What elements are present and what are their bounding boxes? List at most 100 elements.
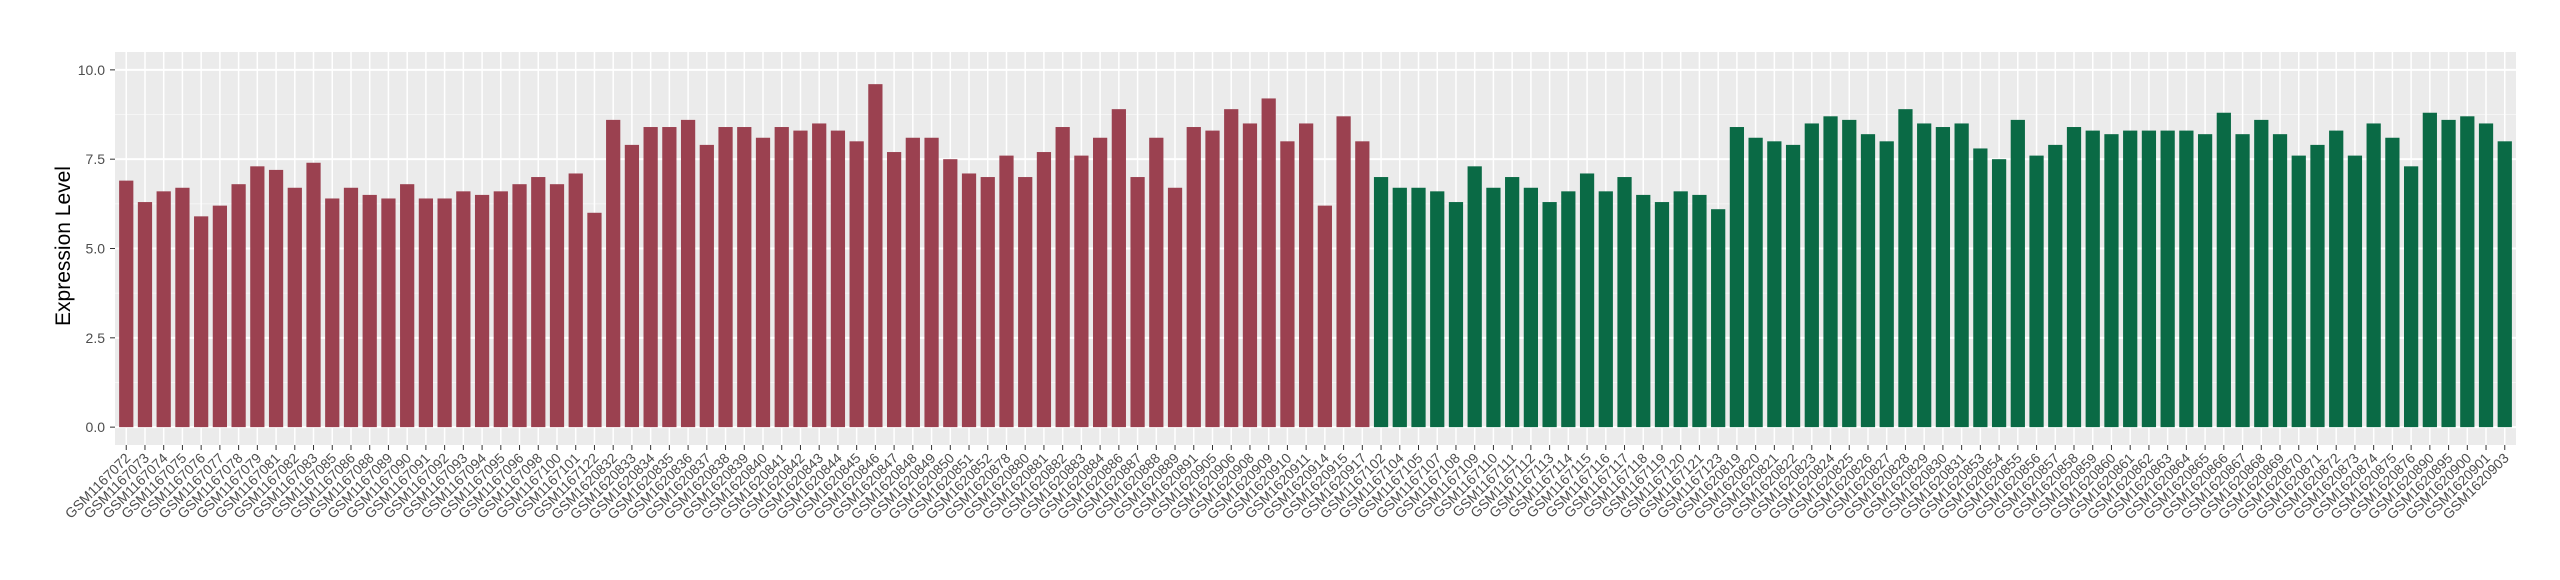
bar bbox=[1617, 177, 1632, 428]
bar bbox=[961, 173, 977, 428]
bar bbox=[1186, 127, 1201, 428]
bar bbox=[549, 184, 565, 428]
bar bbox=[886, 152, 902, 428]
bar bbox=[606, 119, 621, 428]
bar bbox=[437, 198, 452, 428]
bar bbox=[905, 137, 920, 428]
bar bbox=[755, 137, 771, 428]
bar bbox=[2235, 134, 2250, 428]
bar bbox=[1505, 177, 1520, 428]
bar bbox=[2460, 116, 2475, 428]
bar bbox=[1130, 177, 1145, 428]
bar bbox=[1018, 177, 1033, 428]
bar bbox=[2422, 112, 2437, 428]
bar bbox=[1935, 127, 1951, 428]
bar bbox=[943, 159, 958, 428]
bar bbox=[1280, 141, 1295, 428]
bar bbox=[1111, 109, 1126, 428]
bar bbox=[381, 198, 396, 428]
bar bbox=[568, 173, 583, 428]
bar bbox=[287, 187, 302, 428]
bar bbox=[212, 205, 227, 428]
bar bbox=[1093, 137, 1108, 428]
bar bbox=[1167, 187, 1183, 428]
bar bbox=[1767, 141, 1782, 428]
bar bbox=[156, 191, 171, 428]
bar bbox=[2179, 130, 2194, 428]
bar bbox=[999, 155, 1014, 428]
bar bbox=[175, 187, 190, 428]
bar bbox=[1542, 202, 1557, 428]
bar bbox=[1692, 194, 1707, 428]
bar bbox=[2123, 130, 2138, 428]
y-tick-label: 10.0 bbox=[78, 62, 105, 78]
bar bbox=[980, 177, 995, 428]
bar bbox=[1954, 123, 1969, 428]
bar bbox=[1636, 194, 1651, 428]
bar bbox=[624, 144, 640, 428]
bar bbox=[2478, 123, 2494, 428]
bar bbox=[1355, 141, 1370, 428]
bar bbox=[662, 127, 677, 428]
bar bbox=[1261, 98, 1276, 428]
y-tick-label: 5.0 bbox=[86, 241, 106, 257]
bar bbox=[268, 169, 284, 428]
bar bbox=[718, 127, 733, 428]
bar bbox=[1036, 152, 1052, 428]
bar bbox=[1898, 109, 1913, 428]
bar bbox=[1973, 148, 1988, 428]
bar bbox=[587, 212, 602, 428]
bar bbox=[418, 198, 434, 428]
bar bbox=[1448, 202, 1464, 428]
bar bbox=[1486, 187, 1501, 428]
bar bbox=[194, 216, 209, 428]
bar bbox=[1411, 187, 1426, 428]
bar bbox=[1729, 127, 1745, 428]
bar bbox=[2310, 144, 2325, 428]
bar bbox=[119, 180, 134, 428]
bar bbox=[1373, 177, 1389, 428]
bar bbox=[2254, 119, 2269, 428]
bar bbox=[400, 184, 415, 428]
bar bbox=[493, 191, 508, 428]
bar bbox=[1299, 123, 1314, 428]
bar bbox=[325, 198, 340, 428]
bar bbox=[1879, 141, 1894, 428]
bar bbox=[1823, 116, 1838, 428]
bar bbox=[306, 162, 321, 428]
bar bbox=[1748, 137, 1763, 428]
bar bbox=[2029, 155, 2044, 428]
bar bbox=[2404, 166, 2419, 428]
y-tick-label: 0.0 bbox=[86, 419, 106, 435]
bar bbox=[2216, 112, 2231, 428]
bar bbox=[2366, 123, 2381, 428]
bar bbox=[2272, 134, 2288, 428]
y-tick-label: 7.5 bbox=[86, 151, 106, 167]
bar bbox=[1991, 159, 2007, 428]
bar bbox=[231, 184, 246, 428]
bar bbox=[1860, 134, 1876, 428]
bar bbox=[1392, 187, 1407, 428]
bar bbox=[1654, 202, 1670, 428]
bar bbox=[2066, 127, 2082, 428]
y-tick-label: 2.5 bbox=[86, 330, 106, 346]
bar bbox=[2141, 130, 2157, 428]
bar bbox=[474, 194, 490, 428]
bar bbox=[2329, 130, 2344, 428]
bar bbox=[2291, 155, 2306, 428]
bar bbox=[643, 127, 658, 428]
bar bbox=[924, 137, 939, 428]
bar bbox=[1336, 116, 1351, 428]
bar bbox=[830, 130, 846, 428]
bar bbox=[512, 184, 527, 428]
bar bbox=[1711, 209, 1726, 428]
bar bbox=[137, 202, 153, 428]
bar bbox=[699, 144, 714, 428]
bar bbox=[2048, 144, 2063, 428]
bar bbox=[343, 187, 359, 428]
bar bbox=[793, 130, 808, 428]
bar bbox=[680, 119, 696, 428]
bar bbox=[812, 123, 827, 428]
bar bbox=[774, 127, 789, 428]
